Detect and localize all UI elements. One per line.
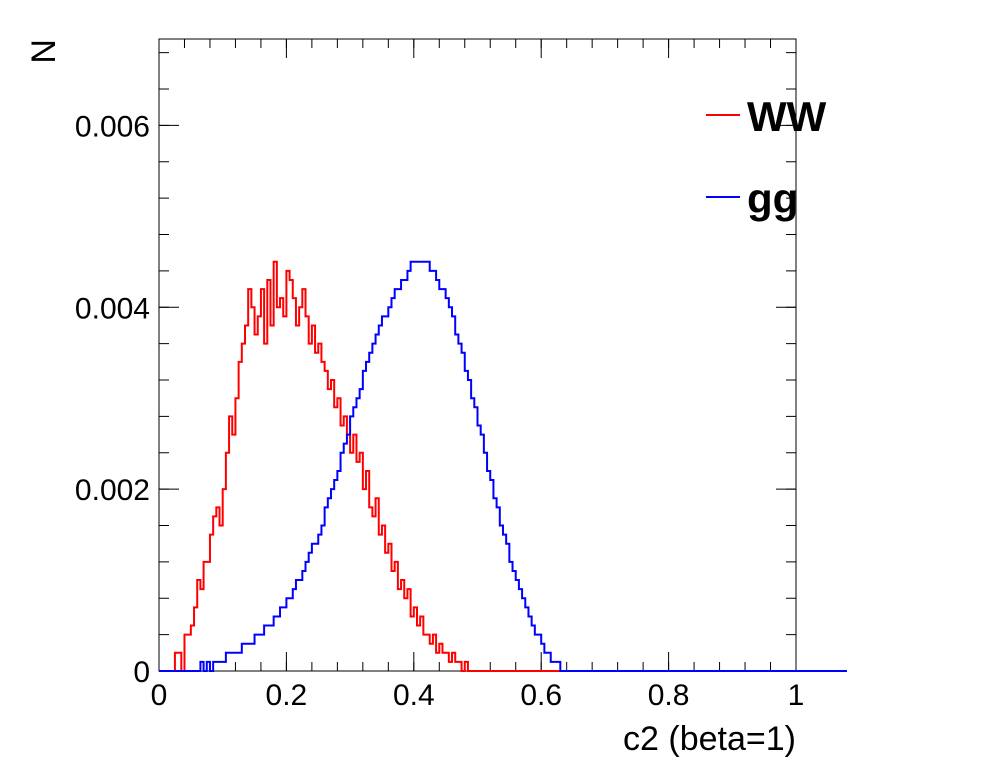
x-tick-label: 1 [788, 679, 805, 712]
y-minor-ticks [159, 52, 796, 672]
y-tick-labels: 0 0.002 0.004 0.006 [75, 110, 150, 689]
x-axis-title: c2 (beta=1) [623, 720, 796, 758]
y-axis-title: N [25, 39, 63, 64]
legend-label-gg: gg [747, 175, 798, 222]
series-line-gg [159, 260, 847, 672]
y-tick-label: 0.004 [75, 292, 150, 325]
plot-frame [158, 38, 797, 672]
x-tick-labels: 0 0.2 0.4 0.6 0.8 1 [151, 679, 805, 712]
series-group [159, 260, 847, 672]
y-major-ticks [159, 124, 796, 672]
x-tick-label: 0.8 [648, 679, 690, 712]
x-tick-label: 0.4 [393, 679, 435, 712]
x-minor-ticks [158, 39, 797, 671]
x-tick-label: 0 [151, 679, 168, 712]
legend-label-ww: WW [747, 93, 827, 140]
series-line-ww [159, 260, 819, 672]
y-tick-label: 0.006 [75, 110, 150, 143]
x-tick-label: 0.2 [266, 679, 308, 712]
legend: WW gg [706, 93, 827, 222]
y-tick-label: 0.002 [75, 474, 150, 507]
x-tick-label: 0.6 [520, 679, 562, 712]
y-tick-label: 0 [133, 656, 150, 689]
x-major-ticks [158, 39, 797, 671]
